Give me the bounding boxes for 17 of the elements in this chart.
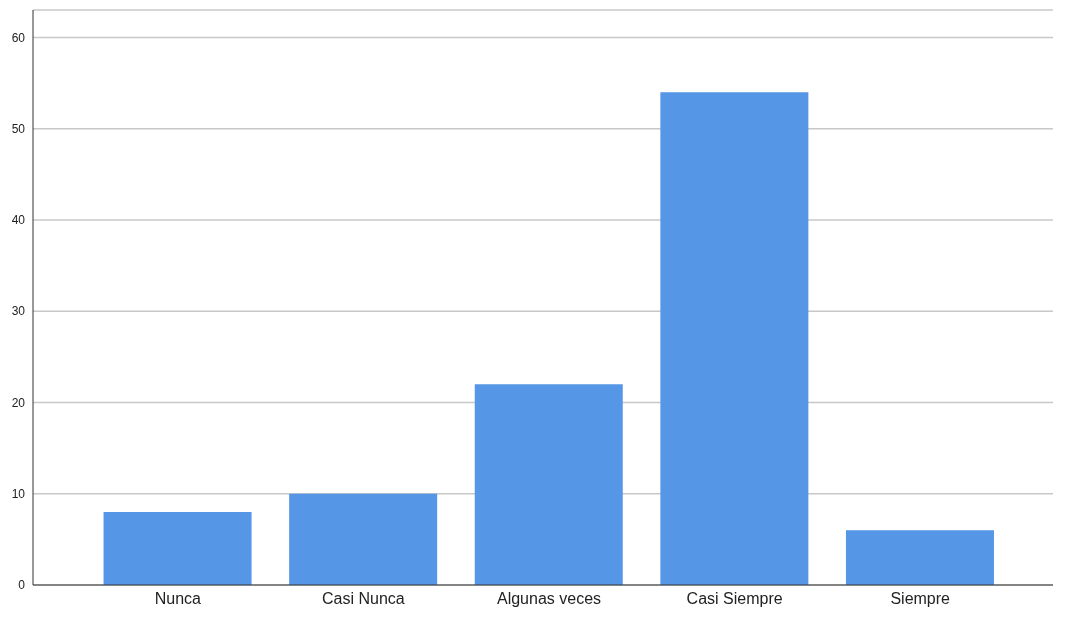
y-tick-label: 50 (11, 121, 26, 136)
x-tick-label: Algunas veces (496, 590, 602, 608)
y-tick-label: 60 (11, 30, 26, 45)
bar (474, 384, 623, 585)
bar (845, 530, 994, 585)
x-tick-label: Casi Siempre (686, 590, 783, 608)
y-tick-label: 0 (18, 578, 26, 593)
y-tick-label: 10 (11, 486, 26, 501)
bar (289, 493, 438, 585)
bar (660, 92, 809, 585)
bar (103, 511, 252, 585)
y-tick-label: 30 (11, 304, 26, 319)
x-tick-label: Nunca (154, 590, 202, 608)
x-tick-label: Casi Nunca (322, 590, 405, 608)
x-tick-label: Siempre (890, 590, 951, 608)
y-tick-label: 40 (11, 213, 26, 228)
y-tick-label: 20 (11, 395, 26, 410)
